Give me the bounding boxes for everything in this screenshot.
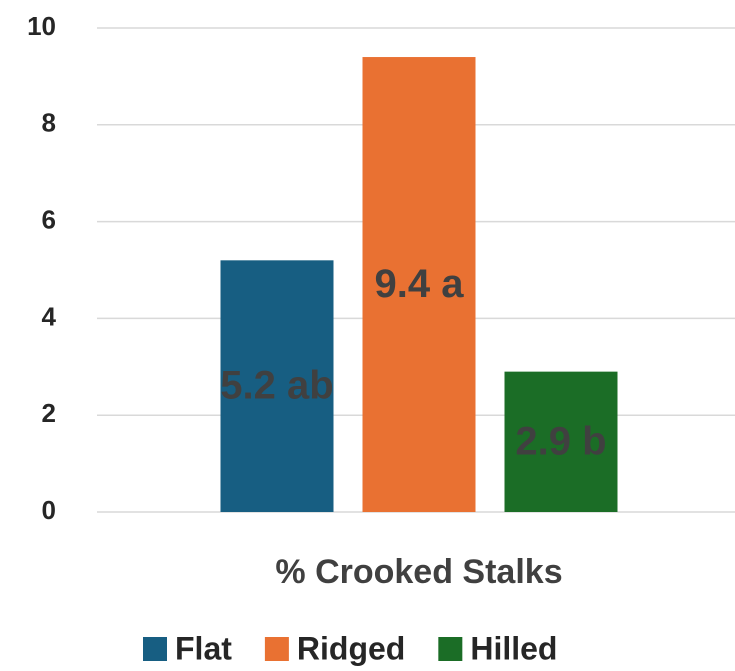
data-label: 2.9 b bbox=[515, 419, 606, 463]
y-tick-label: 10 bbox=[27, 11, 56, 41]
y-tick-label: 4 bbox=[42, 301, 57, 331]
data-label: 9.4 a bbox=[375, 262, 465, 306]
y-tick-label: 6 bbox=[42, 204, 56, 234]
y-tick-label: 2 bbox=[42, 398, 56, 428]
y-tick-label: 8 bbox=[42, 108, 56, 138]
legend-label: Hilled bbox=[470, 630, 557, 666]
bar bbox=[362, 57, 476, 512]
legend-label: Flat bbox=[175, 630, 232, 666]
bar bbox=[220, 260, 334, 512]
legend-swatch bbox=[264, 637, 289, 661]
y-tick-label: 0 bbox=[42, 495, 56, 525]
legend-swatch bbox=[143, 637, 167, 661]
data-label: 5.2 ab bbox=[220, 364, 333, 408]
x-tick-label: % Crooked Stalks bbox=[275, 553, 562, 591]
legend-swatch bbox=[438, 637, 463, 661]
legend-label: Ridged bbox=[297, 630, 405, 666]
bar bbox=[504, 371, 618, 512]
